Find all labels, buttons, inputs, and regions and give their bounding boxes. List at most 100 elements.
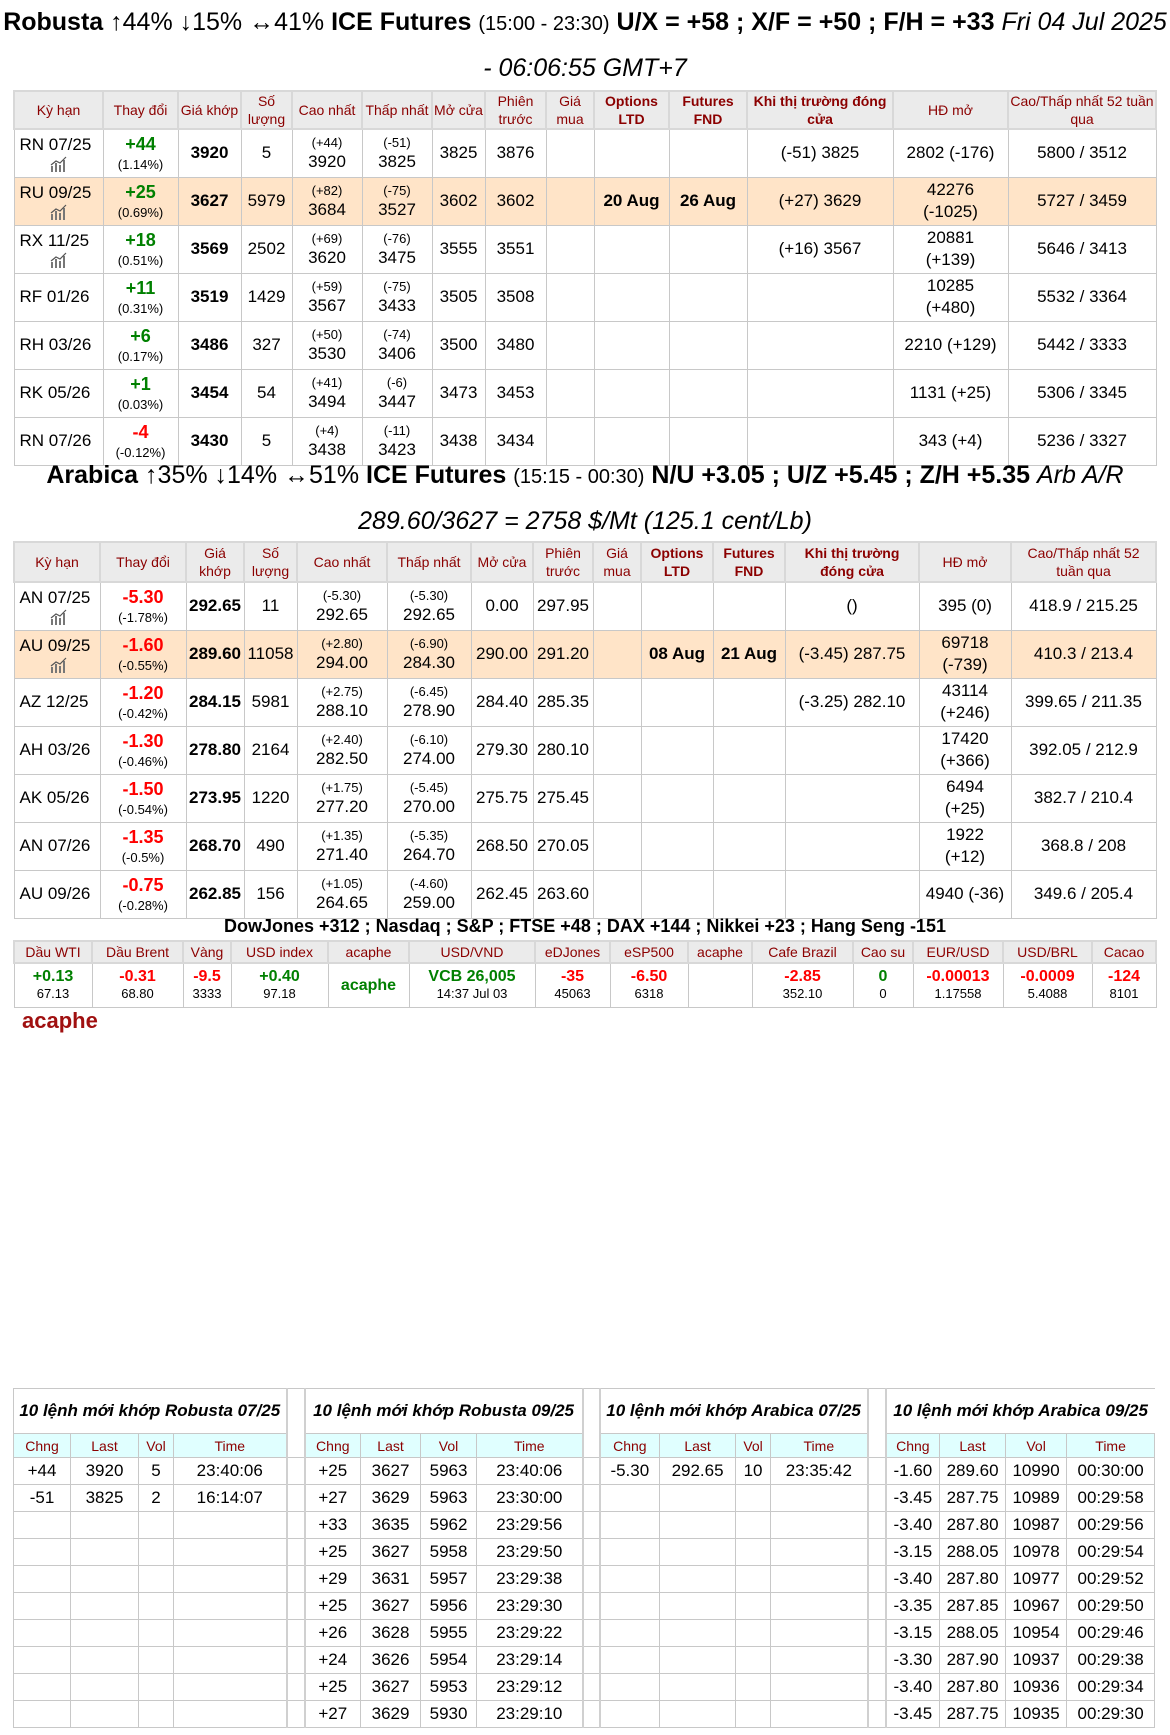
column-header: Futures FND [712, 541, 786, 583]
market-header: Cafe Brazil [751, 940, 854, 964]
trade-last: 288.05 [939, 1538, 1007, 1566]
open-interest: 6494 (+25) [918, 773, 1012, 823]
trade-row: +25 3627 5956 23:29:30 -3.35 287.85 10967 00:29… [13, 1592, 1156, 1620]
range-52-week: 382.7 / 210.4 [1010, 773, 1157, 823]
trade-time: 23:29:38 [476, 1565, 584, 1593]
open-interest: 2210 (+129) [892, 320, 1009, 370]
market-close: (-3.25) 282.10 [784, 677, 920, 727]
contract-row: RN 07/25 +44 (1.14%) 3920 5 (+44) 3920 (-51) 382… [13, 128, 1157, 178]
options-ltd [640, 869, 714, 919]
open-interest-value: 6494 [946, 777, 984, 796]
market-change: 0 [878, 968, 888, 986]
market-header: acaphe [687, 940, 753, 964]
previous-close: 297.95 [532, 581, 594, 631]
high-cell: (+82) 3684 [291, 176, 363, 226]
trade-chng [13, 1511, 71, 1539]
low-cell: (-6.45) 278.90 [386, 677, 472, 727]
trade-chng [13, 1673, 71, 1701]
market-header: Dầu WTI [13, 940, 93, 964]
trade-last: 288.05 [939, 1619, 1007, 1647]
trade-vol: 10954 [1005, 1619, 1068, 1647]
chart-icon[interactable] [50, 252, 68, 268]
divider [581, 1511, 601, 1539]
futures-fnd [668, 368, 748, 418]
high-change: (+50) [311, 326, 343, 342]
open-price: 268.50 [470, 821, 534, 871]
last-price: 273.95 [185, 773, 245, 823]
divider [866, 1388, 887, 1458]
bid-price [545, 272, 595, 322]
trade-chng: -3.40 [885, 1673, 941, 1701]
divider [581, 1646, 601, 1674]
trade-time: 23:40:06 [172, 1457, 288, 1485]
market-close [746, 272, 894, 322]
contract-symbol: RH 03/26 [19, 335, 92, 354]
change-cell: -1.50 (-0.54%) [99, 773, 187, 823]
market-close: () [784, 581, 920, 631]
column-header: Giá mua [545, 90, 595, 130]
trade-chng: +24 [304, 1646, 362, 1674]
contract-symbol: RF 01/26 [19, 287, 90, 306]
contract-term: RN 07/26 [13, 416, 104, 466]
options-ltd [640, 725, 714, 775]
last-price: 268.70 [185, 821, 245, 871]
low-cell: (-75) 3433 [361, 272, 433, 322]
change-percent: (1.14%) [117, 157, 164, 173]
trade-time [172, 1646, 288, 1674]
trade-vol: 5958 [420, 1538, 478, 1566]
divider [581, 1457, 601, 1485]
market-cell: -0.31 68.80 [91, 962, 184, 1008]
open-price: 0.00 [470, 581, 534, 631]
open-price: 262.45 [470, 869, 534, 919]
low-cell: (-6.90) 284.30 [386, 629, 472, 679]
trade-vol: 5956 [420, 1592, 478, 1620]
trade-row: +27 3629 5930 23:29:10 -3.45 287.75 10935 00:29… [13, 1700, 1156, 1728]
trade-vol: 5963 [420, 1457, 478, 1485]
trade-time [172, 1619, 288, 1647]
trade-vol: 5953 [420, 1673, 478, 1701]
trade-row: +25 3627 5958 23:29:50 -3.15 288.05 10978 00:29… [13, 1538, 1156, 1566]
trade-chng [13, 1619, 71, 1647]
chart-icon[interactable] [50, 609, 68, 626]
open-interest: 2802 (-176) [892, 128, 1009, 178]
trade-chng [599, 1619, 661, 1647]
trade-time: 00:29:52 [1066, 1565, 1156, 1593]
options-ltd [593, 368, 670, 418]
trade-vol: 5 [138, 1457, 174, 1485]
divider [581, 1484, 601, 1512]
column-header: HĐ mở [892, 90, 1009, 130]
open-interest-value: 42276 [926, 180, 975, 199]
market-price: 8101 [1109, 986, 1139, 1002]
change-percent: (-0.54%) [118, 802, 168, 817]
trades-group-title: 10 lệnh mới khớp Robusta 09/25 [304, 1388, 583, 1434]
chart-icon[interactable] [50, 657, 68, 673]
chart-icon[interactable] [50, 156, 68, 173]
market-price: 68.80 [121, 986, 154, 1002]
high-price: 264.65 [316, 892, 368, 912]
trade-vol: 10936 [1005, 1673, 1068, 1701]
trade-vol: 10 [735, 1457, 772, 1485]
trade-last [70, 1565, 139, 1593]
low-change: (-5.45) [409, 779, 449, 795]
market-change: acaphe [340, 976, 397, 994]
trade-time: 00:29:38 [1066, 1646, 1156, 1674]
market-close [746, 368, 894, 418]
trade-chng: -3.35 [885, 1592, 941, 1620]
trade-vol [138, 1700, 174, 1728]
market-close [746, 416, 894, 466]
market-price: 45063 [554, 986, 591, 1002]
trade-time [770, 1673, 869, 1701]
low-cell: (-6) 3447 [361, 368, 433, 418]
contract-term: AU 09/25 [13, 629, 101, 679]
acaphe-logo[interactable]: acaphe [22, 1008, 98, 1033]
trades-column-header: Chng [885, 1433, 941, 1458]
trade-chng: +25 [304, 1457, 362, 1485]
last-price: 284.15 [185, 677, 245, 727]
trade-chng [13, 1565, 71, 1593]
futures-fnd [712, 677, 786, 727]
futures-fnd [668, 224, 748, 274]
low-price: 270.00 [403, 796, 455, 816]
range-52-week: 368.8 / 208 [1010, 821, 1157, 871]
chart-icon[interactable] [50, 204, 68, 220]
divider [581, 1388, 601, 1458]
